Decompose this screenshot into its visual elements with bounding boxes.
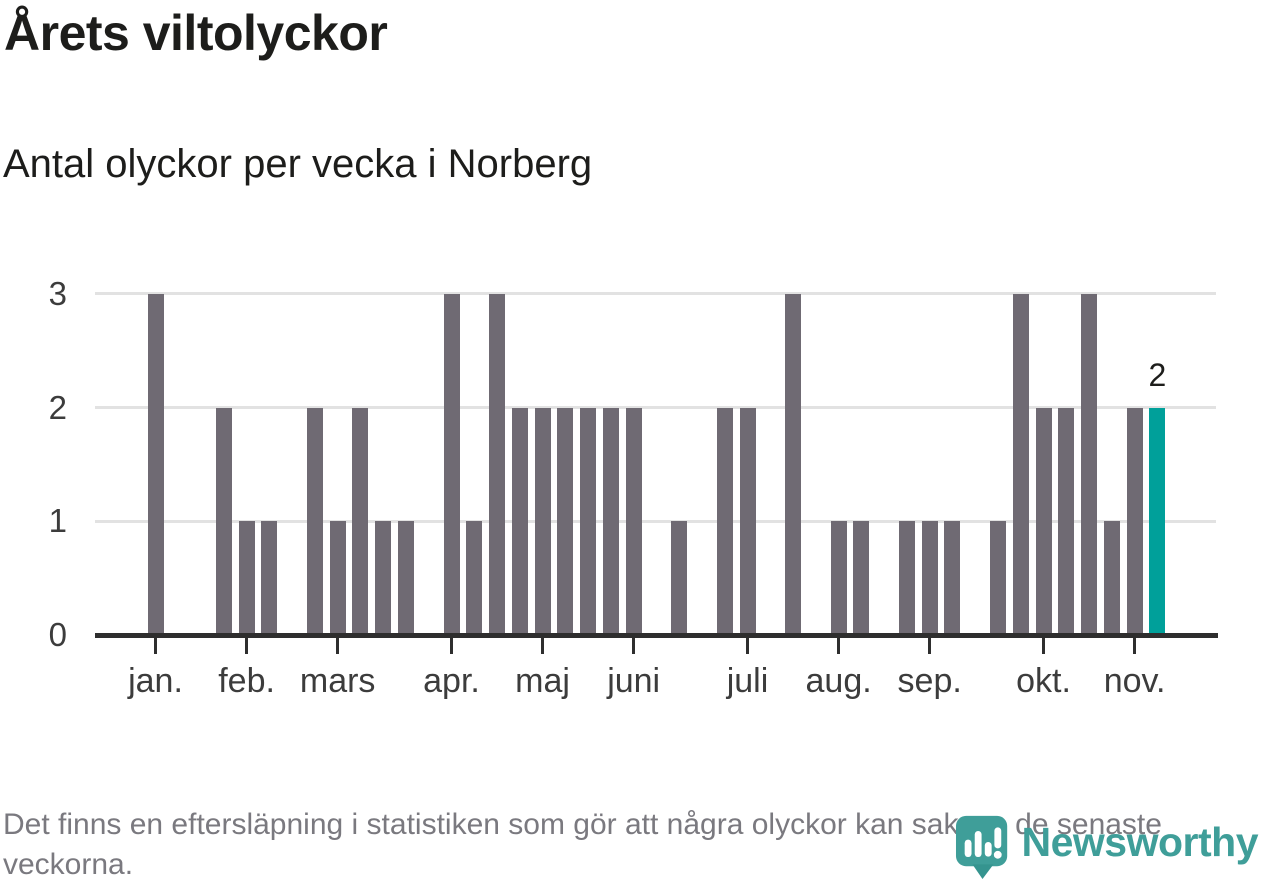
bar-week-42: [1081, 293, 1098, 635]
highlight-value-label: 2: [1148, 356, 1167, 393]
bar-week-1: [147, 293, 164, 635]
bar-week-31: [830, 521, 847, 635]
bar-week-14: [443, 293, 460, 635]
month-label-apr: apr.: [423, 662, 480, 700]
month-label-juli: juli: [726, 662, 769, 700]
bar-week-9: [329, 521, 346, 635]
x-tick-feb: [245, 637, 249, 654]
newsworthy-wordmark: Newsworthy: [1021, 818, 1259, 865]
gridline-y2: [95, 406, 1216, 410]
bar-week-8: [306, 407, 323, 635]
bar-week-18: [534, 407, 551, 635]
bar-week-20: [580, 407, 597, 635]
x-tick-maj: [541, 637, 545, 654]
month-label-aug: aug.: [805, 662, 872, 700]
bar-week-10: [352, 407, 369, 635]
bar-week-6: [261, 521, 278, 635]
bar-week-36: [944, 521, 961, 635]
y-axis-label-2: 2: [48, 388, 67, 426]
bar-week-11: [375, 521, 392, 635]
bar-week-32: [853, 521, 870, 635]
bar-week-35: [921, 521, 938, 635]
month-label-sep: sep.: [897, 662, 962, 700]
x-tick-apr: [450, 637, 453, 654]
bar-week-38: [989, 521, 1006, 635]
bar-week-44: [1126, 407, 1143, 635]
bar-week-16: [489, 293, 506, 635]
newsworthy-logo: Newsworthy: [955, 815, 1259, 879]
month-label-mars: mars: [299, 662, 376, 700]
month-label-okt: okt.: [1016, 662, 1071, 700]
bar-week-22: [625, 407, 642, 635]
bar-week-41: [1058, 407, 1075, 635]
x-tick-jan: [154, 637, 157, 654]
bar-week-15: [466, 521, 483, 635]
bar-week-21: [602, 407, 619, 635]
bar-week-40: [1035, 407, 1052, 635]
bar-week-4: [215, 407, 232, 635]
page-subtitle: Antal olyckor per vecka i Norberg: [3, 142, 593, 186]
x-tick-okt: [1042, 637, 1046, 654]
bar-week-43: [1103, 521, 1120, 635]
y-axis-label-0: 0: [48, 616, 67, 653]
bar-week-17: [511, 407, 528, 635]
bar-week-5: [238, 521, 255, 635]
bar-week-34: [898, 521, 915, 635]
bar-week-19: [557, 407, 574, 635]
bar-week-26: [716, 407, 733, 635]
x-tick-nov: [1133, 637, 1137, 654]
month-label-juni: juni: [607, 662, 661, 700]
bar-week-24: [671, 521, 688, 635]
x-tick-juni: [632, 637, 636, 654]
x-tick-aug: [837, 637, 841, 654]
month-label-maj: maj: [515, 662, 570, 700]
x-tick-juli: [746, 637, 750, 654]
gridline-y1: [95, 519, 1216, 523]
bar-week-29: [785, 293, 802, 635]
gridline-y3: [95, 292, 1216, 296]
x-tick-sep: [928, 637, 932, 654]
x-axis-line: [95, 633, 1218, 638]
page-title: Årets viltolyckor: [4, 5, 388, 61]
y-axis-label-3: 3: [48, 274, 67, 312]
month-label-nov: nov.: [1103, 662, 1166, 700]
bar-week-39: [1012, 293, 1029, 635]
month-label-feb: feb.: [218, 662, 275, 700]
month-label-jan: jan.: [128, 662, 183, 700]
x-tick-mars: [336, 637, 340, 654]
newsworthy-pin-icon: [955, 815, 1007, 879]
bar-week-12: [397, 521, 414, 635]
y-axis-label-1: 1: [48, 502, 67, 540]
bar-week-45-highlight: [1149, 407, 1166, 635]
bar-week-27: [739, 407, 756, 635]
